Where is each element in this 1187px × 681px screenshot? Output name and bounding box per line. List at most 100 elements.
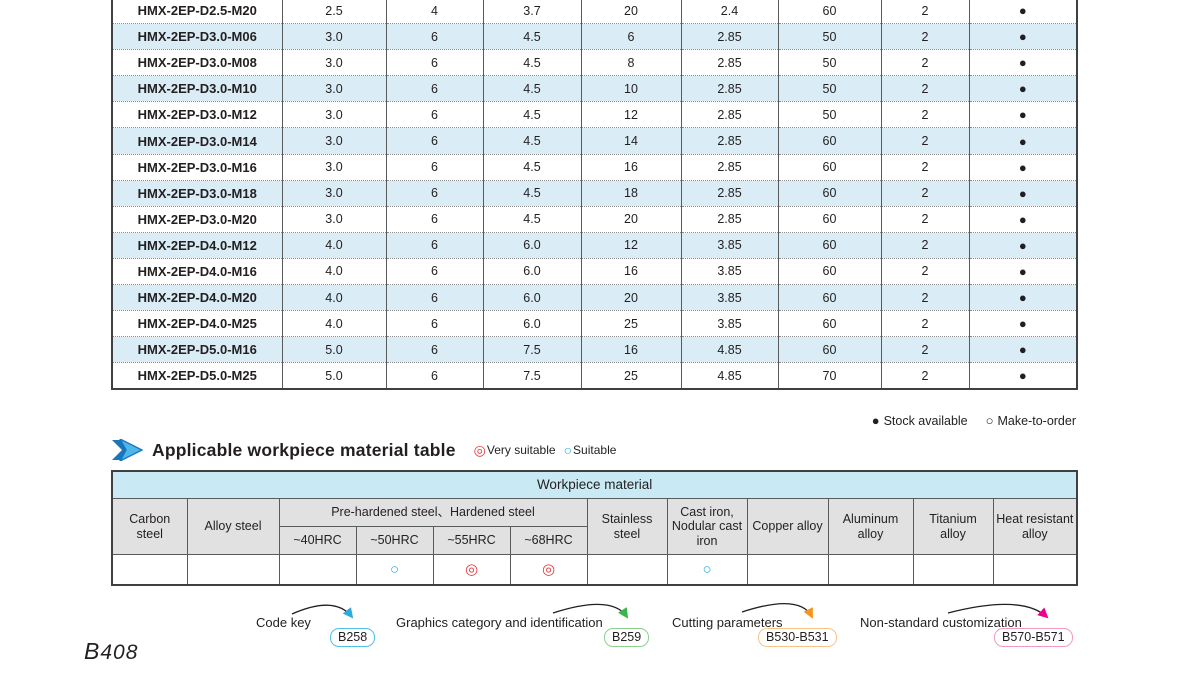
value-cell: 6 xyxy=(385,75,483,102)
section-header: Applicable workpiece material table ◎ Ver… xyxy=(112,438,616,462)
material-title-row: Workpiece material xyxy=(111,470,1078,499)
value-cell: 2 xyxy=(880,127,969,155)
stock-available-label: Stock available xyxy=(883,414,968,428)
value-cell: 5.0 xyxy=(281,336,386,363)
suitability-cell: ◎ xyxy=(509,554,588,586)
stock-status-cell: ● xyxy=(968,257,1077,285)
model-cell: HMX-2EP-D4.0-M16 xyxy=(112,257,282,285)
value-cell: 60 xyxy=(777,231,881,259)
material-header-row-1: Carbon steel Alloy steel Pre-hardened st… xyxy=(111,498,1078,555)
value-cell: 2 xyxy=(880,75,969,102)
value-cell: 70 xyxy=(777,362,881,390)
page-number: B408 xyxy=(84,638,138,665)
stock-status-cell: ● xyxy=(968,310,1077,337)
value-cell: 3.0 xyxy=(281,75,386,102)
material-table-title: Workpiece material xyxy=(111,470,1078,499)
section-title: Applicable workpiece material table xyxy=(152,439,456,460)
make-to-order-icon: ○ xyxy=(985,413,994,428)
spec-table-row: HMX-2EP-D3.0-M16 3.0 6 4.5 16 2.85 60 2 ● xyxy=(112,153,1077,181)
value-cell: 50 xyxy=(777,49,881,76)
code-key-page-badge[interactable]: B258 xyxy=(330,628,376,647)
value-cell: 2.85 xyxy=(680,205,778,233)
value-cell: 20 xyxy=(580,0,681,24)
value-cell: 50 xyxy=(777,23,881,50)
value-cell: 3.0 xyxy=(281,179,386,207)
value-cell: 3.0 xyxy=(281,153,386,181)
value-cell: 2.85 xyxy=(680,49,778,76)
stock-status-cell: ● xyxy=(968,49,1077,76)
value-cell: 4.0 xyxy=(281,310,386,337)
value-cell: 2 xyxy=(880,205,969,233)
value-cell: 4.0 xyxy=(281,257,386,285)
material-header-row-2: ~40HRC ~50HRC ~55HRC ~68HRC xyxy=(112,526,1077,555)
graphics-category-page-badge[interactable]: B259 xyxy=(604,628,650,647)
model-cell: HMX-2EP-D3.0-M14 xyxy=(112,127,282,155)
value-cell: 60 xyxy=(777,205,881,233)
suitability-cell xyxy=(746,554,829,586)
value-cell: 4.5 xyxy=(482,127,581,155)
spec-table-row: HMX-2EP-D5.0-M16 5.0 6 7.5 16 4.85 60 2 ● xyxy=(112,336,1077,363)
value-cell: 6 xyxy=(385,284,483,311)
value-cell: 3.0 xyxy=(281,49,386,76)
value-cell: 2.85 xyxy=(680,101,778,128)
col-header-50hrc: ~50HRC xyxy=(355,526,434,555)
suitability-cell xyxy=(111,554,188,586)
value-cell: 60 xyxy=(777,310,881,337)
value-cell: 12 xyxy=(580,101,681,128)
col-header-heat-resistant-alloy: Heat resistant alloy xyxy=(992,498,1078,555)
value-cell: 6 xyxy=(385,336,483,363)
value-cell: 8 xyxy=(580,49,681,76)
value-cell: 10 xyxy=(580,75,681,102)
make-to-order-label: Make-to-order xyxy=(997,414,1077,428)
value-cell: 6 xyxy=(385,310,483,337)
value-cell: 16 xyxy=(580,336,681,363)
value-cell: 3.85 xyxy=(680,257,778,285)
value-cell: 2 xyxy=(880,257,969,285)
value-cell: 6 xyxy=(385,257,483,285)
col-header-55hrc: ~55HRC xyxy=(432,526,511,555)
model-cell: HMX-2EP-D3.0-M18 xyxy=(112,179,282,207)
stock-status-cell: ● xyxy=(968,179,1077,207)
value-cell: 3.0 xyxy=(281,101,386,128)
model-cell: HMX-2EP-D3.0-M06 xyxy=(112,23,282,50)
value-cell: 2.85 xyxy=(680,179,778,207)
stock-available-icon: ● xyxy=(871,413,880,428)
value-cell: 2.85 xyxy=(680,153,778,181)
value-cell: 3.0 xyxy=(281,205,386,233)
suitability-cell xyxy=(912,554,994,586)
col-header-cast-iron: Cast iron, Nodular cast iron xyxy=(666,498,748,555)
value-cell: 4.5 xyxy=(482,179,581,207)
value-cell: 2 xyxy=(880,284,969,311)
spec-table-row: HMX-2EP-D3.0-M20 3.0 6 4.5 20 2.85 60 2 ● xyxy=(112,205,1077,233)
cutting-parameters-page-badge[interactable]: B530-B531 xyxy=(758,628,837,647)
model-cell: HMX-2EP-D4.0-M12 xyxy=(112,231,282,259)
non-standard-label: Non-standard customization xyxy=(860,615,1022,630)
stock-status-cell: ● xyxy=(968,0,1077,24)
spec-table-row: HMX-2EP-D3.0-M12 3.0 6 4.5 12 2.85 50 2 ● xyxy=(112,101,1077,128)
value-cell: 6 xyxy=(385,231,483,259)
stock-status-cell: ● xyxy=(968,231,1077,259)
value-cell: 6 xyxy=(385,205,483,233)
value-cell: 4.0 xyxy=(281,231,386,259)
value-cell: 2 xyxy=(880,101,969,128)
value-cell: 6.0 xyxy=(482,257,581,285)
value-cell: 6 xyxy=(385,127,483,155)
value-cell: 4.5 xyxy=(482,49,581,76)
page-number-value: 408 xyxy=(100,641,139,664)
very-suitable-label: Very suitable xyxy=(486,443,556,457)
value-cell: 2.4 xyxy=(680,0,778,24)
col-header-68hrc: ~68HRC xyxy=(509,526,588,555)
value-cell: 3.85 xyxy=(680,231,778,259)
suitability-cell xyxy=(278,554,357,586)
spec-table-row: HMX-2EP-D2.5-M20 2.5 4 3.7 20 2.4 60 2 ● xyxy=(112,0,1077,24)
value-cell: 6 xyxy=(385,49,483,76)
value-cell: 2 xyxy=(880,49,969,76)
value-cell: 4.85 xyxy=(680,362,778,390)
value-cell: 14 xyxy=(580,127,681,155)
value-cell: 60 xyxy=(777,0,881,24)
non-standard-page-badge[interactable]: B570-B571 xyxy=(994,628,1073,647)
material-suitability-row: ○ ◎ ◎ ○ xyxy=(111,554,1078,586)
col-header-aluminum-alloy: Aluminum alloy xyxy=(827,498,914,555)
spec-table-row: HMX-2EP-D3.0-M14 3.0 6 4.5 14 2.85 60 2 ● xyxy=(112,127,1077,155)
graphics-category-label: Graphics category and identification xyxy=(396,615,603,630)
